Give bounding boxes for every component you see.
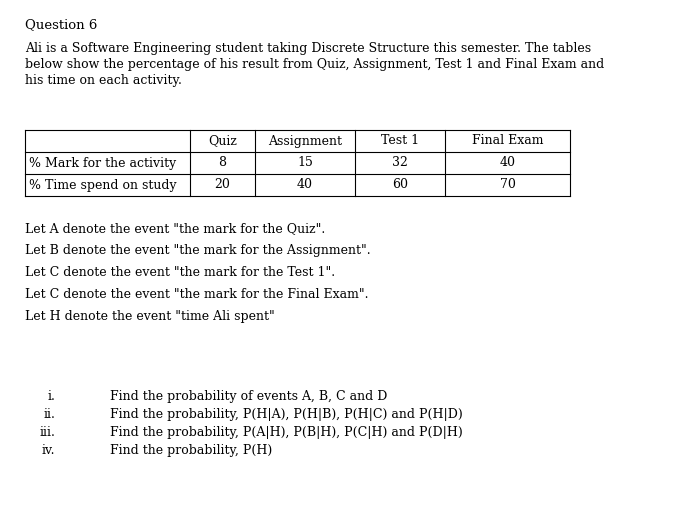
Text: % Mark for the activity: % Mark for the activity [29,157,177,169]
Text: Find the probability, P(H): Find the probability, P(H) [110,444,272,457]
Text: 32: 32 [392,157,408,169]
Text: below show the percentage of his result from Quiz, Assignment, Test 1 and Final : below show the percentage of his result … [25,58,604,71]
Text: Find the probability, P(A|H), P(B|H), P(C|H) and P(D|H): Find the probability, P(A|H), P(B|H), P(… [110,426,463,439]
Text: Find the probability of events A, B, C and D: Find the probability of events A, B, C a… [110,390,388,403]
Text: Test 1: Test 1 [381,134,419,147]
Text: Let C denote the event "the mark for the Final Exam".: Let C denote the event "the mark for the… [25,288,369,301]
Text: i.: i. [47,390,55,403]
Text: his time on each activity.: his time on each activity. [25,74,182,87]
Text: iv.: iv. [41,444,55,457]
Text: Let H denote the event "time Ali spent": Let H denote the event "time Ali spent" [25,310,275,323]
Text: Find the probability, P(H|A), P(H|B), P(H|C) and P(H|D): Find the probability, P(H|A), P(H|B), P(… [110,408,463,421]
Text: Let A denote the event "the mark for the Quiz".: Let A denote the event "the mark for the… [25,222,325,235]
Text: 40: 40 [500,157,515,169]
Text: Assignment: Assignment [268,134,342,147]
Text: ii.: ii. [43,408,55,421]
Text: Let B denote the event "the mark for the Assignment".: Let B denote the event "the mark for the… [25,244,371,257]
Text: % Time spend on study: % Time spend on study [29,179,177,192]
Text: 70: 70 [500,179,515,192]
Text: Question 6: Question 6 [25,18,97,31]
Text: Let C denote the event "the mark for the Test 1".: Let C denote the event "the mark for the… [25,266,335,279]
Text: Ali is a Software Engineering student taking Discrete Structure this semester. T: Ali is a Software Engineering student ta… [25,42,591,55]
Text: 20: 20 [215,179,230,192]
Text: iii.: iii. [39,426,55,439]
Text: Quiz: Quiz [208,134,237,147]
Text: 15: 15 [297,157,313,169]
Text: 60: 60 [392,179,408,192]
Text: Final Exam: Final Exam [472,134,543,147]
Text: 40: 40 [297,179,313,192]
Text: 8: 8 [219,157,227,169]
